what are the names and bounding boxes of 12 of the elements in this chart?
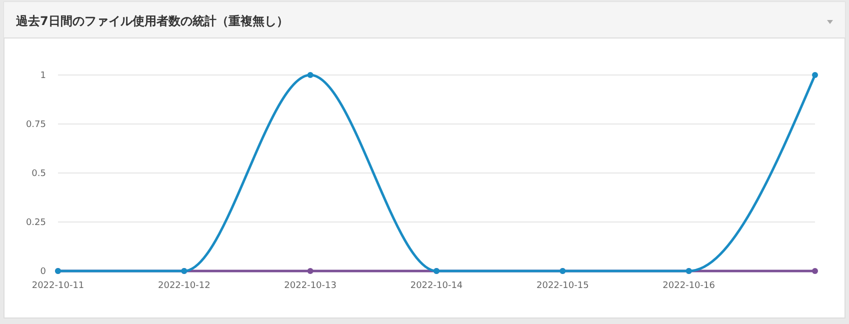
x-tick-label: 2022-10-13: [284, 281, 336, 291]
y-tick-label: 0.75: [26, 120, 46, 130]
x-tick-label: 2022-10-12: [158, 281, 210, 291]
y-tick-label: 0: [40, 267, 46, 277]
chart-title: 過去7日間のファイル使用者数の統計（重複無し）: [15, 14, 288, 28]
y-tick-label: 1: [40, 71, 46, 81]
x-tick-label: 2022-10-16: [662, 281, 716, 291]
x-tick-label: 2022-10-14: [410, 281, 463, 291]
y-tick-label: 0.5: [32, 169, 46, 179]
x-tick-label: 2022-10-15: [536, 281, 589, 291]
x-tick-label: 2022-10-11: [32, 281, 84, 291]
y-tick-label: 0.25: [26, 218, 46, 228]
